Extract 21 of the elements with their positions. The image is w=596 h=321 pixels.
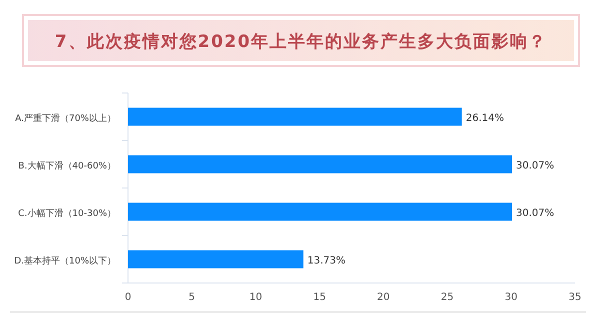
x-tick-label: 15 bbox=[313, 292, 326, 303]
bar bbox=[128, 155, 512, 174]
x-tick-label: 10 bbox=[249, 292, 262, 303]
y-tick-label: C.小幅下滑（10-30%） bbox=[18, 208, 116, 219]
bar bbox=[128, 250, 304, 268]
bar bbox=[128, 202, 512, 221]
y-tick-label: A.严重下滑（70%以上） bbox=[15, 112, 116, 124]
data-label: 13.73% bbox=[307, 255, 346, 266]
x-tick-label: 5 bbox=[188, 292, 196, 303]
x-tick-label: 35 bbox=[568, 292, 582, 303]
x-tick-label: 30 bbox=[504, 292, 518, 303]
x-tick-label: 20 bbox=[377, 292, 390, 303]
y-tick-label: B.大幅下滑（40-60%） bbox=[18, 160, 116, 172]
x-tick-label: 0 bbox=[124, 292, 132, 303]
data-label: 26.14% bbox=[466, 112, 504, 124]
x-tick-label: 25 bbox=[440, 292, 454, 303]
data-label: 30.07% bbox=[516, 208, 554, 219]
data-label: 30.07% bbox=[516, 160, 554, 172]
bar bbox=[128, 108, 462, 126]
y-tick-label: D.基本持平（10%以下） bbox=[14, 255, 116, 266]
chart-title: 7、此次疫情对您2020年上半年的业务产生多大负面影响？ bbox=[54, 32, 548, 52]
